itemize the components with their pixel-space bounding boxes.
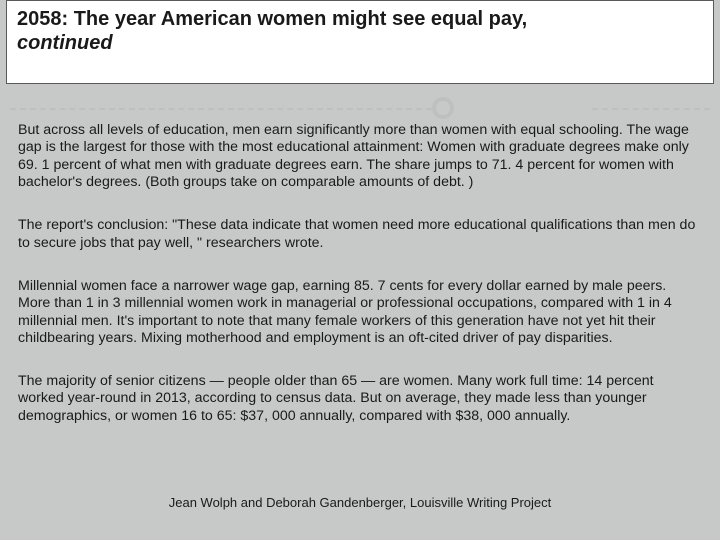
title-line-2: continued: [17, 31, 703, 55]
divider-line-right: [592, 108, 710, 110]
divider-circle-icon: [432, 97, 454, 119]
paragraph-2: The report's conclusion: "These data ind…: [18, 217, 702, 252]
slide: 2058: The year American women might see …: [0, 0, 720, 540]
title-box: 2058: The year American women might see …: [6, 0, 714, 84]
divider: [10, 98, 710, 118]
title-line-1: 2058: The year American women might see …: [17, 7, 703, 31]
divider-line-left: [10, 108, 432, 110]
paragraph-1: But across all levels of education, men …: [18, 122, 702, 191]
footer-credit: Jean Wolph and Deborah Gandenberger, Lou…: [18, 495, 702, 510]
paragraph-3: Millennial women face a narrower wage ga…: [18, 278, 702, 347]
paragraph-4: The majority of senior citizens — people…: [18, 373, 702, 425]
body-area: But across all levels of education, men …: [18, 122, 702, 516]
